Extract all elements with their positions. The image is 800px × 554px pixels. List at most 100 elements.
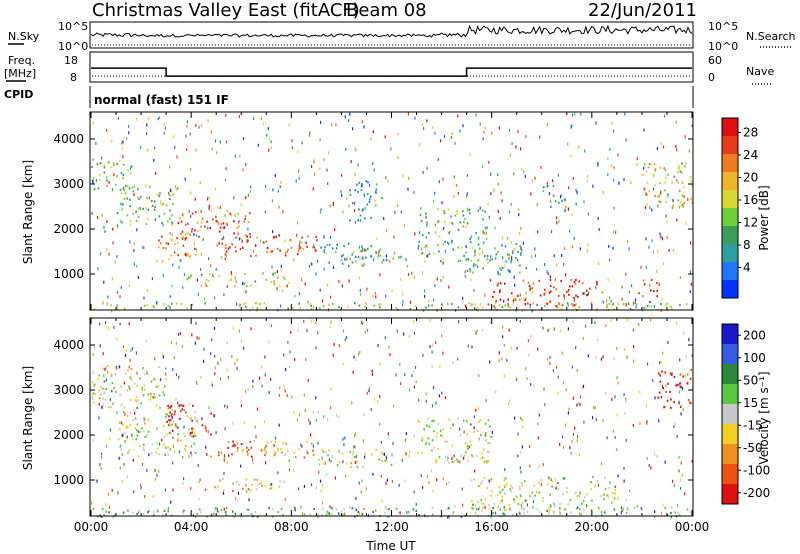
data-cell-13 bbox=[645, 170, 648, 173]
speckle-cell bbox=[208, 204, 210, 208]
speckle-cell bbox=[304, 409, 306, 412]
colorbar-swatch bbox=[722, 424, 738, 445]
data-cell-6 bbox=[370, 245, 372, 248]
data-cell-0 bbox=[130, 172, 132, 175]
speckle-cell bbox=[170, 340, 172, 344]
speckle-cell bbox=[366, 328, 369, 332]
speckle-cell bbox=[475, 511, 477, 515]
freq-label-2: [MHz] bbox=[4, 67, 36, 80]
speckle-cell bbox=[570, 451, 572, 455]
data-cell-6 bbox=[361, 247, 364, 251]
data-cell-13 bbox=[659, 200, 662, 204]
speckle-cell bbox=[169, 165, 171, 169]
speckle-cell bbox=[687, 198, 689, 201]
speckle-cell bbox=[288, 459, 290, 463]
data-cell-11 bbox=[569, 285, 571, 288]
data-cell-6 bbox=[385, 454, 387, 457]
speckle-cell bbox=[632, 423, 634, 427]
speckle-cell bbox=[265, 461, 267, 465]
speckle-cell bbox=[454, 505, 456, 509]
data-cell-10 bbox=[526, 510, 529, 513]
speckle-cell bbox=[226, 405, 228, 409]
data-cell-15 bbox=[156, 303, 158, 306]
speckle-cell bbox=[432, 489, 434, 493]
speckle-cell bbox=[415, 380, 417, 384]
speckle-cell bbox=[652, 250, 654, 254]
data-cell-7 bbox=[427, 417, 429, 420]
data-cell-7 bbox=[349, 219, 351, 222]
speckle-cell bbox=[529, 464, 531, 468]
data-cell-10 bbox=[250, 512, 253, 516]
speckle-cell bbox=[587, 354, 589, 358]
data-cell-10 bbox=[512, 249, 514, 252]
data-cell-0 bbox=[143, 372, 146, 375]
data-cell-8 bbox=[525, 499, 527, 502]
speckle-cell bbox=[582, 292, 584, 296]
data-cell-13 bbox=[659, 166, 661, 169]
data-cell-0 bbox=[96, 163, 99, 166]
data-cell-0 bbox=[150, 380, 153, 383]
data-cell-9 bbox=[442, 243, 445, 246]
speckle-cell bbox=[121, 433, 123, 437]
speckle-cell bbox=[119, 322, 121, 326]
data-cell-9 bbox=[446, 241, 449, 244]
data-cell-9 bbox=[423, 260, 426, 263]
data-cell-9 bbox=[457, 259, 460, 262]
speckle-cell bbox=[374, 291, 377, 295]
colorbar-tick-label: 4 bbox=[743, 261, 751, 275]
speckle-cell bbox=[373, 258, 375, 262]
data-cell-8 bbox=[557, 481, 559, 485]
speckle-cell bbox=[509, 153, 511, 157]
data-cell-9 bbox=[468, 209, 471, 212]
data-cell-8 bbox=[501, 488, 504, 491]
data-cell-4 bbox=[263, 449, 266, 452]
speckle-cell bbox=[632, 328, 634, 332]
speckle-cell bbox=[457, 191, 459, 195]
data-cell-15 bbox=[665, 303, 668, 306]
speckle-cell bbox=[342, 437, 344, 441]
data-cell-0 bbox=[108, 406, 110, 409]
data-cell-1 bbox=[194, 434, 197, 438]
data-cell-9 bbox=[440, 260, 442, 263]
data-cell-11 bbox=[596, 281, 598, 284]
speckle-cell bbox=[105, 378, 107, 382]
data-cell-0 bbox=[139, 377, 141, 380]
speckle-cell bbox=[546, 123, 548, 126]
data-cell-8 bbox=[480, 509, 483, 512]
data-cell-15 bbox=[347, 305, 350, 308]
speckle-cell bbox=[171, 284, 173, 288]
speckle-cell bbox=[616, 347, 618, 350]
speckle-cell bbox=[519, 466, 521, 470]
data-cell-1 bbox=[177, 433, 179, 436]
data-cell-13 bbox=[673, 175, 676, 178]
speckle-cell bbox=[109, 437, 111, 441]
data-cell-15 bbox=[110, 304, 113, 307]
data-cell-11 bbox=[531, 287, 534, 290]
speckle-cell bbox=[579, 247, 581, 251]
speckle-cell bbox=[549, 355, 551, 359]
data-cell-0 bbox=[157, 384, 159, 388]
speckle-cell bbox=[106, 248, 108, 252]
data-cell-4 bbox=[227, 247, 230, 250]
data-cell-1 bbox=[146, 196, 148, 200]
data-cell-13 bbox=[681, 194, 684, 197]
data-cell-3 bbox=[240, 237, 242, 240]
speckle-cell bbox=[543, 387, 545, 391]
speckle-cell bbox=[183, 477, 185, 481]
speckle-cell bbox=[490, 515, 492, 519]
speckle-cell bbox=[146, 469, 148, 472]
speckle-cell bbox=[342, 460, 344, 464]
speckle-cell bbox=[606, 436, 608, 440]
data-cell-10 bbox=[501, 244, 503, 247]
speckle-cell bbox=[493, 502, 495, 506]
speckle-cell bbox=[136, 371, 138, 375]
speckle-cell bbox=[294, 294, 296, 298]
data-cell-0 bbox=[105, 387, 107, 391]
speckle-cell bbox=[376, 237, 378, 241]
speckle-cell bbox=[171, 238, 173, 242]
data-cell-10 bbox=[474, 250, 476, 253]
data-cell-10 bbox=[502, 512, 504, 515]
speckle-cell bbox=[184, 444, 186, 448]
data-cell-1 bbox=[180, 439, 182, 442]
speckle-cell bbox=[650, 466, 652, 470]
